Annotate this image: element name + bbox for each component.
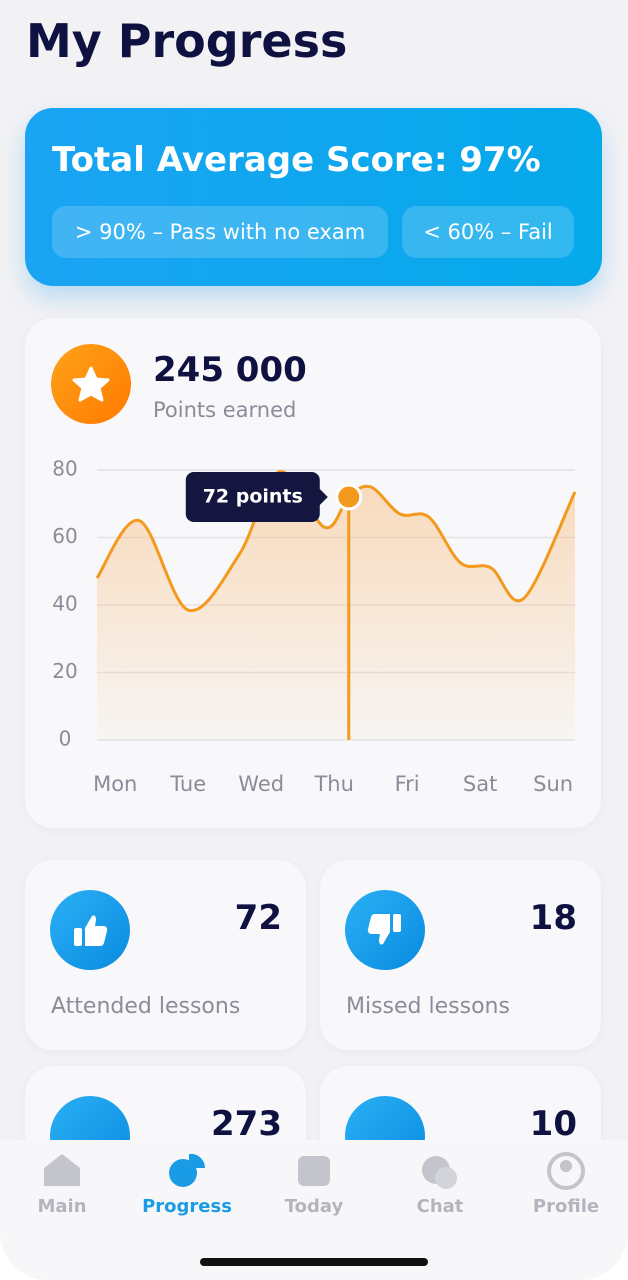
icon: [367, 914, 401, 945]
score-card: Total Average Score: 97% > 90% – Pass wi…: [25, 108, 602, 286]
x-tick-label: Sun: [533, 772, 573, 796]
tab-label[interactable]: Progress: [142, 1196, 232, 1217]
tooltip-dot: [335, 483, 363, 511]
tooltip-label: 72 points: [203, 486, 303, 508]
stat-card[interactable]: 18 Missed lessons: [320, 860, 601, 1050]
stat-card[interactable]: 72 Attended lessons: [25, 860, 306, 1050]
y-tick-label: 60: [52, 524, 77, 548]
stat-value: 10: [529, 1104, 577, 1144]
tooltip-box: [185, 472, 320, 522]
star-icon: [51, 344, 131, 424]
home-indicator: [200, 1258, 428, 1266]
thumbs-up-icon: [50, 890, 130, 970]
y-tick-label: 80: [52, 457, 77, 481]
stat-label: Missed lessons: [346, 994, 510, 1019]
stat-label: Attended lessons: [51, 994, 241, 1019]
score-title: Total Average Score: 97%: [52, 140, 541, 180]
icon-part: [74, 928, 82, 946]
icon-part: [367, 914, 390, 945]
area: [97, 471, 575, 740]
tab-bar: [0, 1140, 628, 1280]
x-tick-label: Thu: [313, 772, 353, 796]
x-tick-label: Fri: [395, 772, 420, 796]
points-value: 245 000: [153, 350, 307, 390]
stat-value: 273: [211, 1104, 282, 1144]
x-tick-label: Tue: [169, 772, 206, 796]
icon-part: [85, 915, 108, 946]
tooltip-arrow: [318, 488, 328, 506]
icon-part: [393, 914, 401, 932]
star-shape: [72, 366, 110, 402]
x-tick-label: Wed: [238, 772, 284, 796]
chip[interactable]: > 90% – Pass with no exam: [52, 206, 388, 258]
y-tick-label: 0: [59, 727, 72, 751]
y-tick-label: 40: [52, 592, 77, 616]
tab-label[interactable]: Chat: [416, 1196, 464, 1217]
chat-icon-part: [435, 1167, 457, 1189]
stat-value: 18: [529, 898, 577, 938]
x-tick-label: Mon: [93, 772, 137, 796]
tab-label[interactable]: Today: [284, 1196, 344, 1217]
chip[interactable]: < 60% – Fail: [402, 206, 574, 258]
page-title: My Progress: [26, 14, 348, 68]
tab-icons: [44, 1152, 585, 1266]
thumbs-down-icon: [345, 890, 425, 970]
line-chart: 0 20 40 60 80 Mon Tue Wed Thu Fri Sat Sun 72 points: [52, 457, 577, 796]
tab-label[interactable]: Main: [37, 1196, 87, 1217]
progress-icon-part: [189, 1153, 206, 1168]
stat-value: 72: [234, 898, 282, 938]
profile-icon: [547, 1152, 585, 1190]
star: [72, 366, 110, 402]
tab-label[interactable]: Profile: [532, 1196, 600, 1217]
profile-icon-part: [560, 1160, 572, 1172]
x-tick-label: Sat: [463, 772, 497, 796]
icon: [74, 915, 108, 946]
points-label: Points earned: [153, 398, 297, 422]
calendar-icon: [298, 1156, 330, 1186]
home-icon: [44, 1154, 80, 1186]
y-tick-label: 20: [52, 659, 77, 683]
